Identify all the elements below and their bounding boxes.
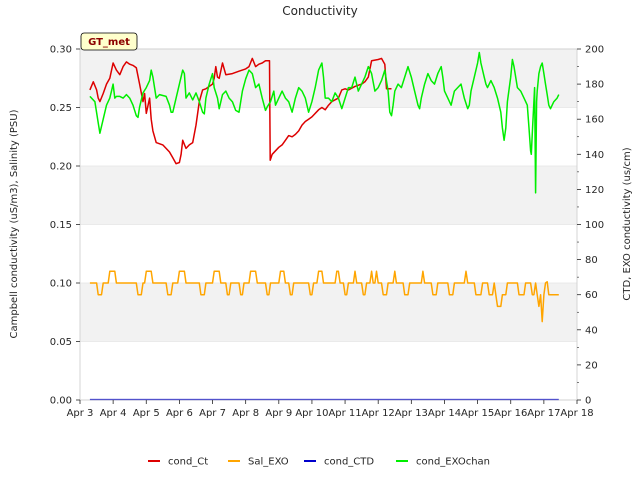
y-left-tick-label: 0.05	[50, 337, 72, 348]
x-tick-label: Apr 3	[67, 408, 94, 419]
y-left-tick-label: 0.30	[50, 45, 72, 56]
y-right-tick-label: 80	[585, 255, 598, 266]
y-right-tick-label: 40	[585, 325, 598, 336]
y-axis-right: 0 20 40 60 80 100 120 140 160 180 200	[577, 45, 604, 407]
y-right-tick-label: 200	[585, 45, 604, 56]
y-right-tick-label: 180	[585, 80, 604, 91]
shaded-band	[80, 166, 577, 225]
x-tick-label: Apr 18	[560, 408, 593, 419]
x-tick-label: Apr 6	[166, 408, 193, 419]
y-left-tick-label: 0.15	[50, 220, 72, 231]
legend-label: cond_EXOchan	[416, 457, 490, 468]
legend-label: cond_CTD	[324, 457, 374, 468]
x-tick-label: Apr 7	[199, 408, 226, 419]
y-right-tick-label: 60	[585, 290, 598, 301]
site-label-box: GT_met	[80, 32, 138, 51]
y-left-tick-label: 0.20	[50, 162, 72, 173]
x-tick-label: Apr 12	[362, 408, 395, 419]
y-axis-left-title: Campbell conductivity (uS/m3), Salinity …	[9, 109, 20, 338]
y-right-tick-label: 160	[585, 115, 604, 126]
y-left-tick-label: 0.25	[50, 103, 72, 114]
x-tick-label: Apr 9	[265, 408, 292, 419]
legend: cond_Ct Sal_EXO cond_CTD cond_EXOchan	[148, 457, 490, 468]
shaded-band	[80, 283, 577, 342]
x-tick-label: Apr 13	[395, 408, 428, 419]
x-tick-label: Apr 4	[100, 408, 127, 419]
x-tick-label: Apr 5	[133, 408, 160, 419]
y-right-tick-label: 140	[585, 150, 604, 161]
legend-label: cond_Ct	[168, 457, 208, 468]
x-tick-label: Apr 10	[295, 408, 328, 419]
y-axis-left: 0.00 0.05 0.10 0.15 0.20 0.25 0.30	[50, 45, 80, 407]
chart-title: Conductivity	[282, 4, 357, 18]
legend-label: Sal_EXO	[248, 457, 289, 468]
x-tick-label: Apr 16	[494, 408, 527, 419]
y-right-tick-label: 20	[585, 360, 598, 371]
x-tick-label: Apr 8	[232, 408, 259, 419]
site-label: GT_met	[88, 37, 130, 48]
shaded-bands	[80, 49, 577, 342]
series-line-cond-ct	[89, 57, 392, 165]
series-line-cond-exochan	[89, 51, 560, 194]
y-right-tick-label: 0	[585, 396, 591, 407]
x-tick-label: Apr 14	[428, 408, 461, 419]
series-line-sal-exo	[89, 270, 559, 323]
y-right-tick-label: 100	[585, 220, 604, 231]
y-left-tick-label: 0.00	[50, 396, 72, 407]
x-tick-label: Apr 15	[461, 408, 494, 419]
y-right-tick-label: 120	[585, 185, 604, 196]
y-left-tick-label: 0.10	[50, 279, 72, 290]
x-tick-label: Apr 11	[328, 408, 361, 419]
y-axis-right-title: CTD, EXO conductivity (us/cm)	[622, 147, 633, 300]
site-label-background	[80, 32, 138, 51]
x-tick-label: Apr 17	[527, 408, 560, 419]
x-axis: Apr 3 Apr 4 Apr 5 Apr 6 Apr 7 Apr 8 Apr 9 Apr 1…	[67, 400, 594, 419]
